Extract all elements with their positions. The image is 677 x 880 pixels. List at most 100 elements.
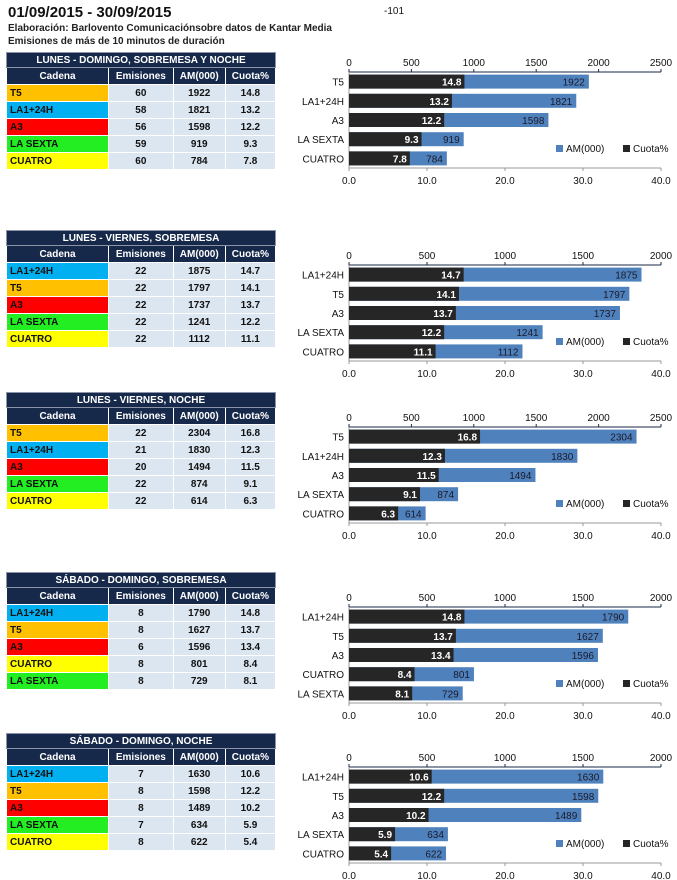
am-data-label: 1790 <box>602 613 625 624</box>
channel-cell: LA SEXTA <box>6 672 109 690</box>
cuota-cell: 12.2 <box>224 118 277 136</box>
cuota-bar <box>349 667 415 682</box>
channel-cell: T5 <box>6 84 109 102</box>
cuota-cell: 12.3 <box>224 441 277 459</box>
category-label: LA1+24H <box>302 773 344 784</box>
table-title: LUNES - VIERNES, NOCHE <box>6 392 276 408</box>
am-cell: 1790 <box>172 604 226 622</box>
cuota-cell: 13.2 <box>224 101 277 119</box>
emisiones-cell: 7 <box>108 765 174 783</box>
am-cell: 1821 <box>172 101 226 119</box>
top-tick-label: 500 <box>419 753 436 764</box>
cuota-bar <box>349 267 464 282</box>
am-data-label: 1241 <box>516 328 539 339</box>
emisiones-cell: 8 <box>108 833 174 851</box>
am-cell: 1489 <box>172 799 226 817</box>
column-header: Emisiones <box>108 748 174 766</box>
cuota-data-label: 16.8 <box>458 433 478 444</box>
table-row: A3 20 1494 11.5 <box>6 458 277 476</box>
channel-cell: LA1+24H <box>6 765 109 783</box>
ratings-table: SÁBADO - DOMINGO, SOBREMESA Cadena Emision… <box>6 572 277 690</box>
cuota-cell: 14.8 <box>224 604 277 622</box>
table-row: A3 22 1737 13.7 <box>6 296 277 314</box>
legend-cuota-swatch <box>623 840 630 847</box>
column-header: AM(000) <box>172 407 226 425</box>
cuota-bar <box>349 151 410 166</box>
cuota-data-label: 12.2 <box>422 792 442 803</box>
channel-cell: T5 <box>6 782 109 800</box>
am-cell: 2304 <box>172 424 226 442</box>
category-label: LA SEXTA <box>297 135 344 146</box>
top-tick-label: 1000 <box>494 593 517 604</box>
column-header: Emisiones <box>108 587 174 605</box>
bottom-tick-label: 40.0 <box>651 176 671 187</box>
bar-chart: 0 500 1000 1500 2000 0.0 10.0 20.0 30.0 40.0 LA1+2… <box>297 593 672 722</box>
cuota-cell: 10.2 <box>224 799 277 817</box>
ratings-table: LUNES - VIERNES, SOBREMESA Cadena Emisione… <box>6 230 277 348</box>
category-label: T5 <box>332 290 344 301</box>
channel-cell: CUATRO <box>6 655 109 673</box>
category-label: CUATRO <box>303 509 345 520</box>
legend-cuota-label: Cuota% <box>633 337 669 348</box>
legend-am-label: AM(000) <box>566 499 604 510</box>
top-tick-label: 500 <box>419 593 436 604</box>
column-header: AM(000) <box>172 245 226 263</box>
cuota-data-label: 9.1 <box>403 490 417 501</box>
am-data-label: 614 <box>405 509 422 520</box>
channel-cell: LA SEXTA <box>6 313 109 331</box>
top-tick-label: 1500 <box>525 413 548 424</box>
category-label: LA SEXTA <box>297 830 344 841</box>
bar-chart: 0 500 1000 1500 2000 2500 0.0 10.0 20.0 30.0 40.0 T… <box>297 58 672 187</box>
category-label: LA1+24H <box>302 271 344 282</box>
table-title: LUNES - VIERNES, SOBREMESA <box>6 230 276 246</box>
top-tick-label: 2000 <box>587 413 610 424</box>
emisiones-cell: 22 <box>108 424 174 442</box>
am-cell: 1596 <box>172 638 226 656</box>
cuota-bar <box>349 93 452 108</box>
cuota-bar <box>349 827 396 842</box>
channel-cell: A3 <box>6 458 109 476</box>
cuota-data-label: 9.3 <box>405 135 419 146</box>
table-row: LA SEXTA 7 634 5.9 <box>6 816 277 834</box>
am-cell: 1112 <box>172 330 226 348</box>
channel-cell: CUATRO <box>6 492 109 510</box>
category-label: A3 <box>332 651 345 662</box>
am-cell: 1922 <box>172 84 226 102</box>
table-row: LA SEXTA 22 874 9.1 <box>6 475 277 493</box>
emisiones-cell: 8 <box>108 655 174 673</box>
legend-cuota-swatch <box>623 500 630 507</box>
top-tick-label: 1000 <box>494 753 517 764</box>
top-tick-label: 1000 <box>463 413 486 424</box>
bar-chart: 0 500 1000 1500 2000 2500 0.0 10.0 20.0 30.0 40.0 T… <box>297 413 672 542</box>
cuota-data-label: 14.1 <box>437 290 457 301</box>
table-row: T5 22 2304 16.8 <box>6 424 277 442</box>
top-tick-label: 0 <box>346 753 352 764</box>
top-tick-label: 2000 <box>587 58 610 69</box>
cuota-cell: 9.1 <box>224 475 277 493</box>
am-data-label: 1112 <box>498 347 519 358</box>
cuota-data-label: 11.1 <box>414 347 433 358</box>
top-tick-label: 2000 <box>650 753 673 764</box>
bottom-tick-label: 0.0 <box>342 871 356 880</box>
emisiones-cell: 60 <box>108 84 174 102</box>
table-row: CUATRO 8 801 8.4 <box>6 655 277 673</box>
bar-chart: 0 500 1000 1500 2000 0.0 10.0 20.0 30.0 40.0 LA1+2… <box>297 753 673 880</box>
table-row: T5 22 1797 14.1 <box>6 279 277 297</box>
column-header: Cadena <box>6 67 109 85</box>
channel-cell: A3 <box>6 638 109 656</box>
am-cell: 1241 <box>172 313 226 331</box>
bottom-tick-label: 20.0 <box>495 176 515 187</box>
cuota-data-label: 14.8 <box>442 613 462 624</box>
emisiones-cell: 22 <box>108 330 174 348</box>
bar-chart: 0 500 1000 1500 2000 0.0 10.0 20.0 30.0 40.0 LA1+2… <box>297 251 672 380</box>
cuota-bar <box>349 808 429 822</box>
am-cell: 614 <box>172 492 226 510</box>
emisiones-cell: 22 <box>108 262 174 280</box>
column-header: Cuota% <box>224 245 277 263</box>
cuota-cell: 10.6 <box>224 765 277 783</box>
legend-cuota-swatch <box>623 680 630 687</box>
am-data-label: 1875 <box>615 271 638 282</box>
cuota-cell: 14.7 <box>224 262 277 280</box>
am-cell: 1627 <box>172 621 226 639</box>
am-cell: 1797 <box>172 279 226 297</box>
